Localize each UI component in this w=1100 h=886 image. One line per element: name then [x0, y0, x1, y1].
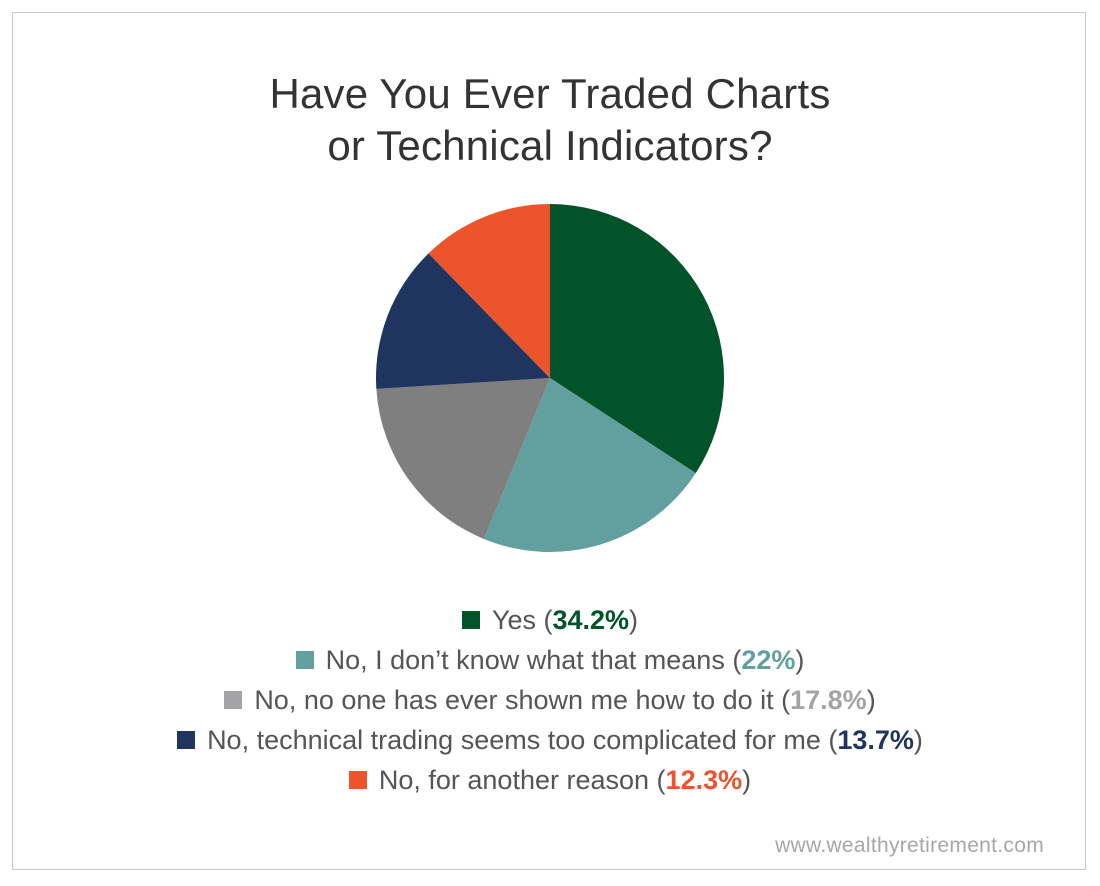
legend-value-yes: 34.2%	[552, 604, 630, 635]
legend-open-paren: (	[773, 684, 791, 715]
legend-swatch-another-reason	[348, 771, 367, 789]
legend-value-too-complicated: 13.7%	[837, 724, 914, 755]
legend-open-paren: (	[649, 764, 666, 795]
chart-title-line-1: Have You Ever Traded Charts	[269, 70, 831, 117]
pie-slice-4	[376, 253, 550, 389]
legend-close-paren: )	[866, 684, 876, 715]
legend-close-paren: )	[913, 724, 923, 755]
legend-value-dont-know: 22%	[741, 644, 796, 675]
legend-close-paren: )	[629, 604, 639, 635]
source-url: www.wealthyretirement.com	[775, 834, 1044, 857]
legend-swatch-too-complicated	[177, 731, 196, 749]
pie-slice-5	[428, 204, 550, 378]
legend-value-another-reason: 12.3%	[665, 764, 743, 795]
legend-item-another-reason: No, for another reason ( 12.3% )	[0, 760, 1100, 800]
legend-swatch-yes	[461, 611, 480, 629]
legend-label-too-complicated: No, technical trading seems too complica…	[207, 724, 821, 755]
pie-slice-2	[483, 378, 696, 552]
legend-value-not-shown: 17.8%	[790, 684, 867, 715]
legend-swatch-not-shown	[224, 691, 243, 709]
legend-open-paren: (	[724, 644, 742, 675]
legend-open-paren: (	[820, 724, 838, 755]
pie-slice-1	[550, 204, 724, 474]
legend-item-not-shown: No, no one has ever shown me how to do i…	[0, 680, 1100, 720]
legend-item-yes: Yes ( 34.2% )	[0, 600, 1100, 640]
legend-label-dont-know: No, I don’t know what that means	[325, 644, 725, 675]
chart-title-line-2: or Technical Indicators?	[327, 122, 773, 169]
legend-label-another-reason: No, for another reason	[378, 764, 650, 795]
legend-label-yes: Yes	[491, 604, 536, 635]
pie-slice-3	[376, 378, 550, 539]
legend-close-paren: )	[742, 764, 752, 795]
legend-swatch-dont-know	[295, 651, 314, 669]
chart-legend: Yes ( 34.2% ) No, I don’t know what that…	[0, 600, 1100, 800]
legend-item-dont-know: No, I don’t know what that means ( 22% )	[0, 640, 1100, 680]
legend-open-paren: (	[535, 604, 553, 635]
legend-close-paren: )	[795, 644, 805, 675]
legend-label-not-shown: No, no one has ever shown me how to do i…	[254, 684, 774, 715]
legend-item-too-complicated: No, technical trading seems too complica…	[0, 720, 1100, 760]
